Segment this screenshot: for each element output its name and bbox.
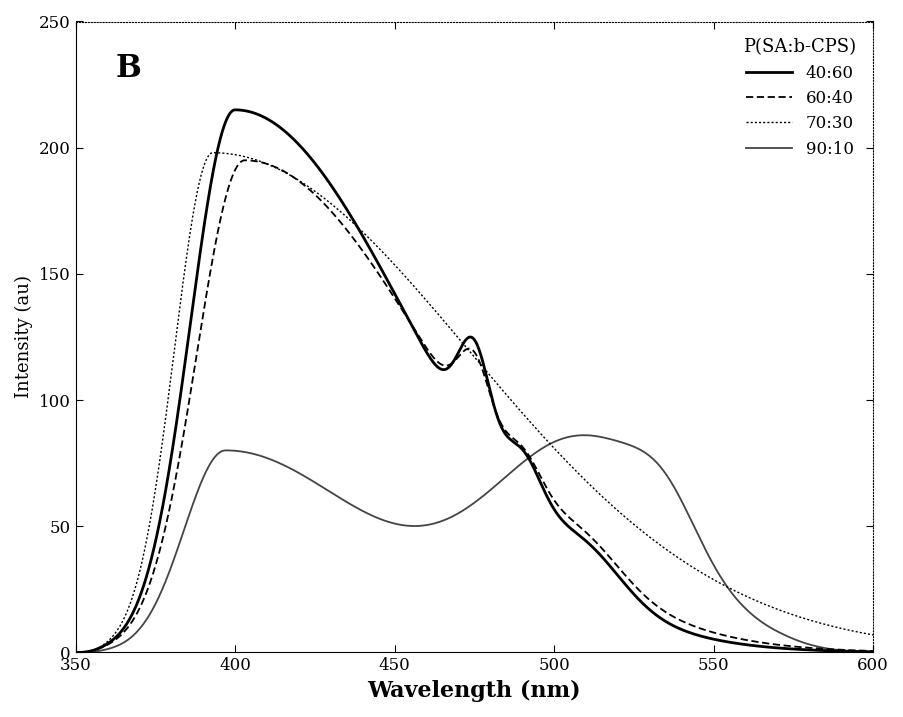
Text: B: B — [116, 53, 141, 84]
90:10 — [578, 431, 589, 440]
60:40 — [70, 648, 81, 657]
40:60 — [779, 645, 790, 653]
90:10 — [882, 648, 893, 657]
70:30 — [779, 608, 790, 617]
40:60 — [163, 470, 173, 479]
90:10 — [417, 521, 428, 530]
70:30 — [417, 293, 428, 301]
70:30 — [882, 633, 893, 642]
60:40 — [779, 641, 790, 650]
60:40 — [211, 234, 222, 242]
Legend: 40:60, 60:40, 70:30, 90:10: 40:60, 60:40, 70:30, 90:10 — [734, 30, 864, 166]
70:30 — [163, 393, 173, 402]
40:60 — [382, 277, 393, 285]
90:10 — [163, 570, 173, 579]
90:10 — [779, 631, 790, 640]
40:60 — [70, 648, 81, 657]
90:10 — [211, 451, 222, 460]
X-axis label: Wavelength (nm): Wavelength (nm) — [368, 680, 581, 702]
70:30 — [382, 253, 393, 262]
Line: 70:30: 70:30 — [76, 153, 888, 652]
70:30 — [70, 648, 81, 657]
70:30 — [867, 631, 878, 640]
40:60 — [211, 150, 222, 158]
60:40 — [882, 647, 893, 655]
90:10 — [382, 517, 393, 526]
70:30 — [207, 148, 218, 157]
Line: 90:10: 90:10 — [76, 435, 888, 652]
60:40 — [163, 511, 173, 519]
60:40 — [382, 283, 393, 292]
Y-axis label: Intensity (au): Intensity (au) — [15, 275, 33, 399]
40:60 — [417, 342, 428, 351]
60:40 — [867, 647, 878, 655]
70:30 — [211, 148, 222, 157]
40:60 — [867, 647, 878, 656]
40:60 — [229, 105, 240, 114]
Line: 60:40: 60:40 — [76, 161, 888, 652]
90:10 — [70, 648, 81, 657]
40:60 — [882, 647, 893, 656]
90:10 — [867, 647, 878, 656]
Line: 40:60: 40:60 — [76, 110, 888, 652]
60:40 — [239, 156, 250, 165]
60:40 — [417, 338, 428, 347]
